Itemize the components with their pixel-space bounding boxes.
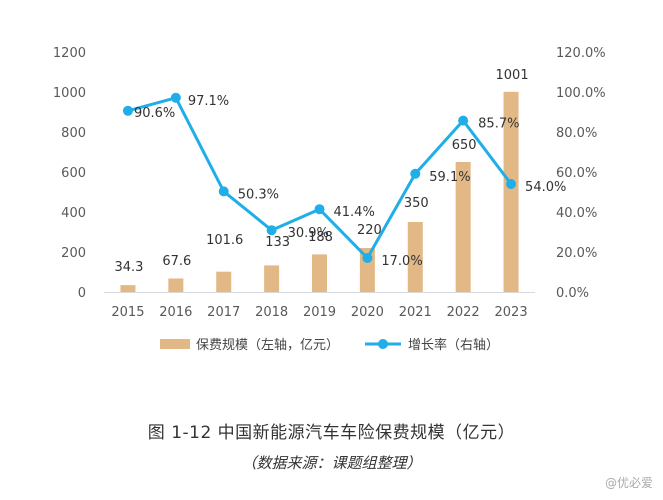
bar-data-label: 650 <box>452 138 477 153</box>
growth-data-label: 97.1% <box>188 94 229 109</box>
x-tick-label: 2018 <box>255 305 288 320</box>
x-tick-label: 2023 <box>495 305 528 320</box>
y-right-tick-label: 100.0% <box>556 86 606 101</box>
growth-data-label: 90.6% <box>134 106 175 121</box>
growth-data-label: 41.4% <box>334 205 375 220</box>
x-tick-label: 2021 <box>399 305 432 320</box>
y-left-tick-label: 800 <box>61 126 86 141</box>
bar <box>312 254 327 292</box>
growth-point <box>170 92 181 103</box>
x-tick-label: 2015 <box>111 305 144 320</box>
bar <box>407 222 423 292</box>
growth-data-label: 50.3% <box>238 187 279 202</box>
bar <box>455 162 471 292</box>
data-source-note: （数据来源：课题组整理） <box>241 454 422 472</box>
watermark: @优必爱 <box>604 476 653 490</box>
legend-label-bar: 保费规模（左轴，亿元） <box>196 338 339 353</box>
y-right-tick-label: 20.0% <box>556 246 597 261</box>
bar-data-label: 350 <box>404 196 429 211</box>
y-right-tick-label: 40.0% <box>556 206 597 221</box>
bar-data-label: 188 <box>308 230 333 245</box>
bar <box>168 278 184 292</box>
growth-data-label: 59.1% <box>429 170 470 185</box>
y-right-tick-label: 60.0% <box>556 166 597 181</box>
growth-point <box>362 253 373 263</box>
y-right-tick-label: 120.0% <box>556 46 606 61</box>
growth-point <box>266 225 277 236</box>
growth-data-label: 30.9% <box>288 226 329 241</box>
bar <box>503 91 519 292</box>
bar-data-label: 1001 <box>496 68 529 83</box>
y-left-tick-label: 1000 <box>53 86 86 101</box>
bar <box>216 271 232 292</box>
y-left-tick-label: 1200 <box>53 46 86 61</box>
legend-label-line: 增长率（右轴） <box>408 337 499 353</box>
bar <box>120 285 136 292</box>
x-tick-label: 2019 <box>303 305 336 320</box>
growth-point <box>218 186 229 197</box>
figure-caption: 图 1-12 中国新能源汽车车险保费规模（亿元） <box>147 423 516 443</box>
growth-point <box>410 168 421 179</box>
y-left-tick-label: 600 <box>61 166 86 181</box>
bar-data-label: 101.6 <box>206 233 243 248</box>
bar-data-label: 220 <box>357 223 382 238</box>
chart: 0 200 400 600 800 1000 1200 0.0% 20.0% 40.0% 60.0%… <box>53 46 606 353</box>
growth-data-label: 85.7% <box>478 117 519 132</box>
bar-data-label: 133 <box>265 235 290 250</box>
growth-point <box>506 179 517 189</box>
growth-point <box>314 204 325 215</box>
growth-point <box>122 105 133 116</box>
x-tick-label: 2017 <box>207 305 240 320</box>
x-tick-label: 2020 <box>351 305 384 320</box>
x-tick-label: 2022 <box>447 305 480 320</box>
growth-data-label: 54.0% <box>525 180 566 195</box>
y-left-tick-label: 400 <box>61 206 86 221</box>
y-right-tick-label: 0.0% <box>556 286 589 301</box>
growth-data-label: 17.0% <box>381 254 422 269</box>
growth-point <box>458 115 469 126</box>
y-right-tick-label: 80.0% <box>556 126 597 141</box>
legend-swatch-bar <box>160 339 190 349</box>
legend-marker-line <box>378 339 388 349</box>
bar-data-label: 34.3 <box>114 260 143 275</box>
bar-data-label: 67.6 <box>162 254 191 269</box>
y-left-tick-label: 200 <box>61 246 86 261</box>
bar <box>264 265 280 292</box>
y-left-tick-label: 0 <box>78 286 86 301</box>
x-tick-label: 2016 <box>159 305 192 320</box>
